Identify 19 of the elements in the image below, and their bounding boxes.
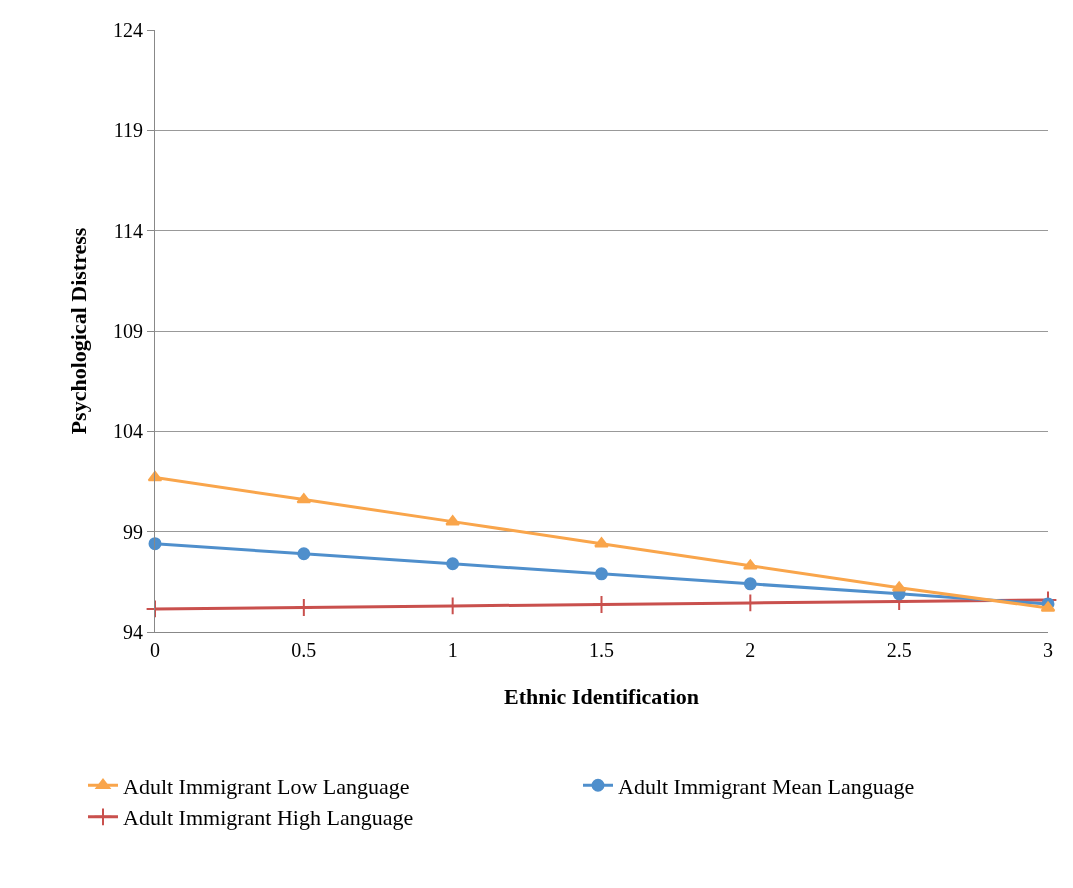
x-tick-label: 0 [150,639,160,661]
y-tick-label: 99 [123,520,143,543]
x-tick-label: 1 [447,639,458,661]
x-axis-title: Ethnic Identification [504,683,699,709]
y-tick-label: 109 [113,320,143,342]
x-tick-label: 2.5 [886,639,912,661]
y-tick-label: 124 [113,19,143,41]
y-axis-title: Psychological Distress [65,227,91,435]
y-tick-label: 114 [113,219,143,242]
x-tick-label: 0.5 [291,639,317,661]
legend-label: Adult Immigrant Mean Language [618,773,915,799]
x-tick-label: 2 [745,639,756,661]
legend-label: Adult Immigrant Low Language [123,773,410,799]
x-tick-label: 1.5 [589,639,614,661]
y-tick-label: 119 [113,119,143,142]
y-tick-label: 94 [123,621,143,643]
x-tick-label: 3 [1043,639,1053,661]
legend-label: Adult Immigrant High Language [123,805,414,831]
y-tick-label: 104 [113,420,143,443]
